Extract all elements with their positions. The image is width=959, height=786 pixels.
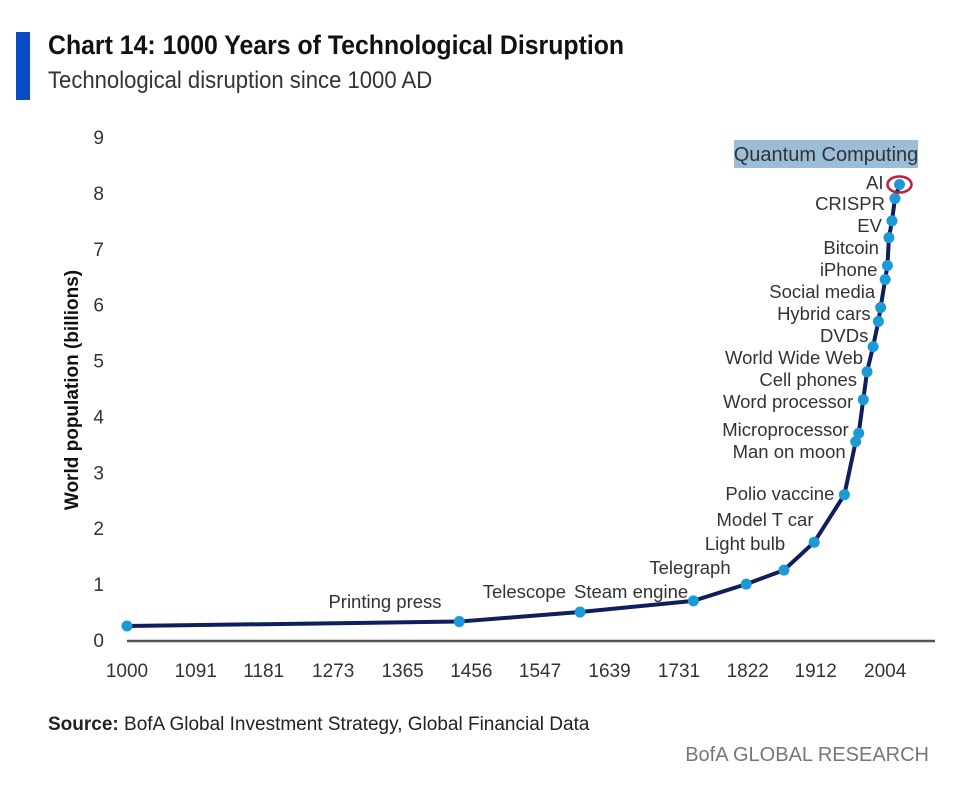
point-label: World Wide Web — [725, 347, 863, 368]
point-label: CRISPR — [815, 193, 885, 214]
x-tick-label: 1547 — [519, 661, 561, 682]
data-point — [453, 616, 465, 628]
point-label: Social media — [769, 281, 876, 302]
chart-title: Chart 14: 1000 Years of Technological Di… — [48, 30, 625, 60]
y-tick-label: 8 — [93, 184, 104, 205]
y-tick-label: 9 — [93, 128, 104, 149]
point-label: EV — [857, 215, 882, 236]
quantum-highlight — [734, 140, 918, 168]
y-tick-label: 5 — [93, 352, 104, 373]
data-point — [808, 536, 820, 548]
chart: Quantum Computing World population (bill… — [62, 128, 935, 682]
x-tick-label: 1000 — [106, 661, 148, 682]
data-point — [740, 578, 752, 590]
x-tick-label: 1731 — [658, 661, 700, 682]
point-label: Telegraph — [649, 557, 730, 578]
data-point — [883, 232, 895, 244]
chart-subtitle: Technological disruption since 1000 AD — [48, 67, 433, 94]
source-label: Source: — [48, 714, 119, 735]
y-tick-label: 3 — [93, 463, 104, 484]
point-label: Steam engine — [574, 581, 688, 602]
brand-footer: BofA GLOBAL RESEARCH — [685, 744, 929, 766]
data-point — [872, 315, 884, 327]
annotation-quantum-computing: Quantum Computing — [734, 144, 919, 166]
data-point — [850, 436, 862, 448]
point-label: Word processor — [723, 391, 853, 412]
point-label: Man on moon — [733, 441, 846, 462]
point-label: AI — [866, 172, 883, 193]
y-tick-label: 0 — [93, 631, 104, 652]
point-label: iPhone — [820, 259, 878, 280]
point-label: Hybrid cars — [777, 303, 871, 324]
y-tick-label: 6 — [93, 296, 104, 317]
ai-highlight-ring — [886, 175, 913, 194]
x-tick-label: 1912 — [795, 661, 837, 682]
data-point — [778, 564, 790, 576]
data-point — [875, 301, 887, 313]
point-label: Printing press — [328, 591, 441, 612]
point-label: DVDs — [820, 325, 868, 346]
x-tick-label: 1273 — [312, 661, 354, 682]
data-point — [867, 341, 879, 353]
x-tick-label: 1091 — [175, 661, 217, 682]
data-point — [886, 215, 898, 227]
x-tick-label: 1639 — [588, 661, 630, 682]
data-point — [121, 620, 133, 632]
x-tick-label: 1822 — [727, 661, 769, 682]
point-label: Microprocessor — [722, 419, 848, 440]
y-tick-label: 1 — [93, 575, 104, 596]
source-note: Source: BofA Global Investment Strategy,… — [48, 714, 589, 736]
data-point — [857, 394, 869, 406]
y-axis-label: World population (billions) — [62, 270, 83, 510]
data-point — [861, 366, 873, 378]
data-point — [838, 489, 850, 501]
data-point — [853, 427, 865, 439]
data-point — [879, 274, 891, 286]
point-label: Light bulb — [705, 533, 785, 554]
data-point — [881, 260, 893, 272]
data-point — [889, 192, 901, 204]
point-label: Polio vaccine — [725, 483, 834, 504]
x-tick-label: 1181 — [243, 661, 284, 682]
y-tick-label: 2 — [93, 519, 104, 540]
x-tick-label: 1456 — [450, 661, 492, 682]
point-label: Model T car — [717, 509, 814, 530]
data-point — [687, 595, 699, 607]
point-label: Telescope — [483, 581, 566, 602]
x-tick-label: 1365 — [381, 661, 423, 682]
data-point — [574, 606, 586, 618]
point-label: Cell phones — [759, 369, 857, 390]
point-label: Bitcoin — [823, 237, 879, 258]
x-tick-label: 2004 — [864, 661, 907, 682]
data-point — [894, 179, 906, 191]
y-tick-label: 4 — [93, 407, 104, 428]
source-text: BofA Global Investment Strategy, Global … — [124, 714, 590, 735]
title-accent-bar — [16, 32, 30, 100]
y-tick-label: 7 — [93, 240, 104, 261]
